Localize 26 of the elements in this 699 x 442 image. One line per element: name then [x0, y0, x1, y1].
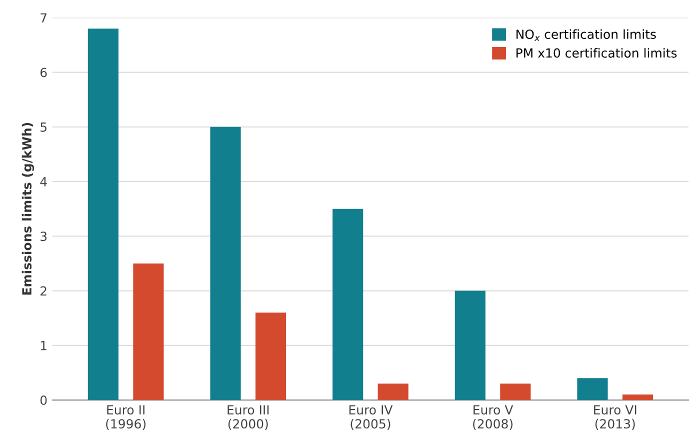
x-tick-label: Euro IV (2005) [349, 405, 393, 430]
legend-label: NO$_{x}$ certification limits [516, 29, 656, 41]
bar [88, 28, 118, 400]
y-axis-title: Emissions limits (g/kWh) [22, 122, 34, 295]
y-tick-label: 6 [40, 68, 47, 78]
bar [500, 384, 531, 400]
x-tick-label: Euro II (1996) [106, 405, 146, 430]
y-tick-label: 3 [40, 232, 47, 242]
bar [454, 290, 486, 400]
y-tick-label: 7 [40, 13, 46, 22]
bar [133, 263, 164, 400]
y-tick-label: 5 [40, 122, 46, 132]
y-tick-label: 1 [40, 341, 46, 350]
x-tick-label: Euro III (2000) [228, 405, 269, 430]
x-tick-label: Euro V (2008) [473, 405, 514, 430]
bar [577, 378, 608, 400]
x-tick-label: Euro VI (2013) [594, 405, 636, 430]
bar [378, 384, 408, 400]
y-tick-label: 0 [40, 395, 47, 405]
legend-label: PM x10 certification limits [516, 48, 677, 58]
bar [210, 126, 241, 400]
bar [255, 312, 286, 400]
y-tick-label: 4 [40, 177, 47, 186]
bar [332, 208, 364, 400]
y-tick-label: 2 [40, 286, 46, 296]
bar [622, 394, 654, 400]
